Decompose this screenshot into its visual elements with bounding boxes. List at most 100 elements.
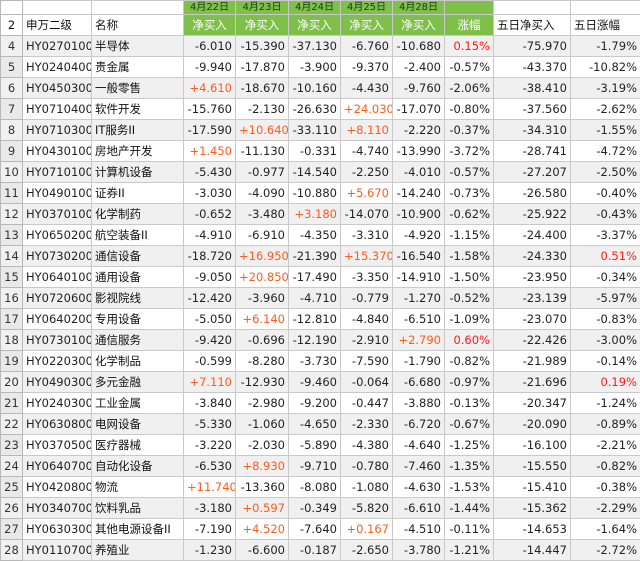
- change-cell[interactable]: -0.67%: [445, 414, 494, 435]
- sector-code-cell[interactable]: HY0640200: [23, 309, 92, 330]
- sector-name-cell[interactable]: 电网设备: [92, 414, 184, 435]
- sector-code-cell[interactable]: HY0730100: [23, 330, 92, 351]
- net-buy-cell[interactable]: -9.460: [289, 372, 341, 393]
- sector-code-cell[interactable]: HY0490100: [23, 183, 92, 204]
- sector-name-cell[interactable]: 专用设备: [92, 309, 184, 330]
- net-buy-cell[interactable]: -2.130: [236, 99, 289, 120]
- net-buy-cell[interactable]: -2.220: [393, 120, 445, 141]
- row-number[interactable]: 7: [1, 99, 23, 120]
- net-buy-cell[interactable]: -6.680: [393, 372, 445, 393]
- change-cell[interactable]: -1.50%: [445, 267, 494, 288]
- net-buy-cell[interactable]: +15.370: [341, 246, 393, 267]
- five-day-change-cell[interactable]: -1.79%: [571, 36, 640, 57]
- five-day-net-buy-cell[interactable]: -24.400: [494, 225, 571, 246]
- net-buy-cell[interactable]: -4.840: [341, 309, 393, 330]
- row-number[interactable]: 6: [1, 78, 23, 99]
- header-cell-net-buy[interactable]: 净买入: [341, 15, 393, 36]
- five-day-change-cell[interactable]: -10.82%: [571, 57, 640, 78]
- net-buy-cell[interactable]: -0.599: [184, 351, 236, 372]
- net-buy-cell[interactable]: -4.640: [393, 435, 445, 456]
- five-day-net-buy-cell[interactable]: -21.696: [494, 372, 571, 393]
- five-day-change-cell[interactable]: -3.37%: [571, 225, 640, 246]
- net-buy-cell[interactable]: -17.870: [236, 57, 289, 78]
- header-cell-net-buy[interactable]: 净买入: [236, 15, 289, 36]
- net-buy-cell[interactable]: -7.640: [289, 519, 341, 540]
- net-buy-cell[interactable]: -2.980: [236, 393, 289, 414]
- change-cell[interactable]: -0.62%: [445, 204, 494, 225]
- net-buy-cell[interactable]: -0.331: [289, 141, 341, 162]
- five-day-change-cell[interactable]: -1.64%: [571, 519, 640, 540]
- sector-code-cell[interactable]: HY0710400: [23, 99, 92, 120]
- sector-code-cell[interactable]: HY0630800: [23, 414, 92, 435]
- five-day-net-buy-cell[interactable]: -27.207: [494, 162, 571, 183]
- row-number[interactable]: 24: [1, 456, 23, 477]
- net-buy-cell[interactable]: -13.360: [236, 477, 289, 498]
- net-buy-cell[interactable]: -14.540: [289, 162, 341, 183]
- sector-code-cell[interactable]: HY0490300: [23, 372, 92, 393]
- change-cell[interactable]: -0.82%: [445, 351, 494, 372]
- five-day-net-buy-cell[interactable]: -16.100: [494, 435, 571, 456]
- change-cell[interactable]: -0.97%: [445, 372, 494, 393]
- net-buy-cell[interactable]: +4.610: [184, 78, 236, 99]
- sector-name-cell[interactable]: 饮料乳品: [92, 498, 184, 519]
- sector-name-cell[interactable]: 贵金属: [92, 57, 184, 78]
- net-buy-cell[interactable]: +5.670: [341, 183, 393, 204]
- net-buy-cell[interactable]: -9.200: [289, 393, 341, 414]
- row-number[interactable]: 8: [1, 120, 23, 141]
- net-buy-cell[interactable]: -9.710: [289, 456, 341, 477]
- date-cell[interactable]: 4月24日: [289, 1, 341, 15]
- five-day-change-cell[interactable]: -2.50%: [571, 162, 640, 183]
- net-buy-cell[interactable]: +20.850: [236, 267, 289, 288]
- net-buy-cell[interactable]: -7.190: [184, 519, 236, 540]
- net-buy-cell[interactable]: -4.510: [393, 519, 445, 540]
- five-day-net-buy-cell[interactable]: -14.653: [494, 519, 571, 540]
- net-buy-cell[interactable]: +10.640: [236, 120, 289, 141]
- five-day-change-cell[interactable]: -3.19%: [571, 78, 640, 99]
- net-buy-cell[interactable]: -15.390: [236, 36, 289, 57]
- sector-name-cell[interactable]: 证券II: [92, 183, 184, 204]
- net-buy-cell[interactable]: -5.820: [341, 498, 393, 519]
- sector-name-cell[interactable]: 半导体: [92, 36, 184, 57]
- net-buy-cell[interactable]: -26.630: [289, 99, 341, 120]
- row-number[interactable]: 22: [1, 414, 23, 435]
- net-buy-cell[interactable]: -0.696: [236, 330, 289, 351]
- net-buy-cell[interactable]: -6.530: [184, 456, 236, 477]
- net-buy-cell[interactable]: +2.790: [393, 330, 445, 351]
- five-day-net-buy-cell[interactable]: -25.922: [494, 204, 571, 225]
- row-number[interactable]: 20: [1, 372, 23, 393]
- five-day-change-cell[interactable]: -0.89%: [571, 414, 640, 435]
- net-buy-cell[interactable]: -10.900: [393, 204, 445, 225]
- net-buy-cell[interactable]: -0.447: [341, 393, 393, 414]
- net-buy-cell[interactable]: -6.010: [184, 36, 236, 57]
- net-buy-cell[interactable]: -7.590: [341, 351, 393, 372]
- change-cell[interactable]: -2.06%: [445, 78, 494, 99]
- five-day-change-cell[interactable]: 0.51%: [571, 246, 640, 267]
- date-cell[interactable]: 4月28日: [393, 1, 445, 15]
- sector-name-cell[interactable]: IT服务II: [92, 120, 184, 141]
- net-buy-cell[interactable]: -4.090: [236, 183, 289, 204]
- sector-name-cell[interactable]: 工业金属: [92, 393, 184, 414]
- change-cell[interactable]: -3.72%: [445, 141, 494, 162]
- net-buy-cell[interactable]: +6.140: [236, 309, 289, 330]
- net-buy-cell[interactable]: +4.520: [236, 519, 289, 540]
- net-buy-cell[interactable]: +16.950: [236, 246, 289, 267]
- net-buy-cell[interactable]: -4.630: [393, 477, 445, 498]
- net-buy-cell[interactable]: -9.370: [341, 57, 393, 78]
- five-day-net-buy-cell[interactable]: -14.447: [494, 540, 571, 561]
- net-buy-cell[interactable]: -17.070: [393, 99, 445, 120]
- net-buy-cell[interactable]: -2.400: [393, 57, 445, 78]
- net-buy-cell[interactable]: -17.490: [289, 267, 341, 288]
- five-day-change-cell[interactable]: -4.72%: [571, 141, 640, 162]
- sector-code-cell[interactable]: HY0430100: [23, 141, 92, 162]
- net-buy-cell[interactable]: -0.349: [289, 498, 341, 519]
- net-buy-cell[interactable]: -16.540: [393, 246, 445, 267]
- net-buy-cell[interactable]: -3.480: [236, 204, 289, 225]
- net-buy-cell[interactable]: -4.650: [289, 414, 341, 435]
- row-number[interactable]: 27: [1, 519, 23, 540]
- net-buy-cell[interactable]: +3.180: [289, 204, 341, 225]
- change-cell[interactable]: -1.58%: [445, 246, 494, 267]
- five-day-net-buy-cell[interactable]: -34.310: [494, 120, 571, 141]
- change-cell[interactable]: -0.52%: [445, 288, 494, 309]
- net-buy-cell[interactable]: -14.070: [341, 204, 393, 225]
- five-day-change-cell[interactable]: -1.24%: [571, 393, 640, 414]
